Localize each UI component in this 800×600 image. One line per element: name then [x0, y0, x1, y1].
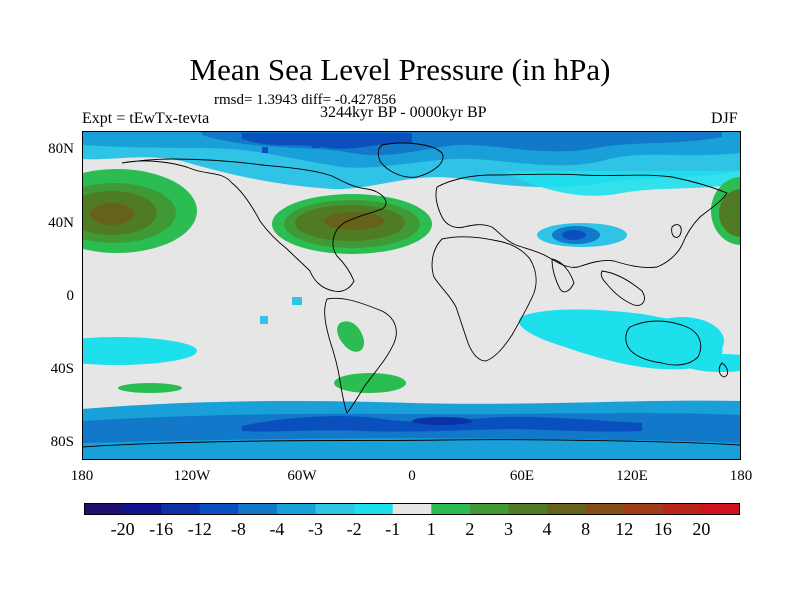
- coast-australia: [625, 320, 702, 366]
- coast-greenland: [377, 142, 444, 178]
- colorbar-bin-16: [701, 503, 740, 515]
- colorbar-label-12: 8: [581, 519, 591, 539]
- south-pacific-high: [118, 383, 182, 393]
- colorbar-bin-9: [431, 503, 471, 515]
- colorbar-bin-8: [392, 503, 432, 515]
- rmsd-diff-stats: rmsd= 1.3943 diff= -0.427856: [214, 92, 397, 108]
- map-frame: [82, 131, 741, 460]
- colorbar-bin-13: [585, 503, 625, 515]
- north-atlantic-high-peak: [324, 212, 384, 230]
- period-label: 3244kyr BP - 0000kyr BP: [320, 104, 487, 121]
- tropical-patch-2: [260, 316, 268, 324]
- lat-label-40n: 40N: [48, 215, 74, 231]
- arctic-spot-1: [262, 147, 268, 153]
- lat-label-40s: 40S: [50, 361, 74, 377]
- tasman-anomaly: [640, 317, 724, 365]
- colorbar-bin-4: [238, 503, 278, 515]
- south-atlantic-high-1: [337, 321, 365, 352]
- map-title: Mean Sea Level Pressure (in hPa): [189, 52, 611, 87]
- colorbar-bin-14: [624, 503, 664, 515]
- colorbar-label-5: -3: [308, 519, 324, 539]
- arctic-spot-2: [312, 143, 320, 148]
- tropical-patch-1: [292, 297, 302, 305]
- colorbar-bin-0: [84, 503, 124, 515]
- colorbar-bin-15: [662, 503, 702, 515]
- coast-new-zealand: [718, 362, 729, 378]
- coast-southeast-asia: [600, 270, 645, 306]
- colorbar-bin-2: [161, 503, 201, 515]
- tibet-low-core: [562, 230, 586, 240]
- colorbar: [84, 503, 740, 515]
- coastlines: [82, 142, 741, 448]
- experiment-label: Expt = tEwTx-tevta: [82, 110, 210, 127]
- colorbar-bin-10: [469, 503, 509, 515]
- colorbar-label-0: -20: [110, 519, 135, 539]
- north-pacific-high-peak: [90, 203, 134, 225]
- coast-south-america: [324, 297, 397, 414]
- colorbar-label-1: -16: [149, 519, 174, 539]
- southern-ocean-core: [412, 417, 472, 425]
- coast-japan: [671, 224, 682, 238]
- colorbar-label-3: -8: [230, 519, 246, 539]
- colorbar-label-7: -1: [385, 519, 401, 539]
- lon-label-180w: 180: [70, 468, 94, 484]
- lat-label-80s: 80S: [50, 434, 74, 450]
- lon-label-60e: 60E: [509, 468, 535, 484]
- antarctic-anomaly: [82, 438, 741, 460]
- south-pacific-anomaly-1: [82, 337, 197, 365]
- north-pacific-high-wrap-core: [719, 189, 741, 237]
- colorbar-label-14: 16: [653, 519, 672, 539]
- colorbar-label-8: 1: [426, 519, 436, 539]
- lon-label-120e: 120E: [616, 468, 648, 484]
- season-label: DJF: [711, 110, 738, 127]
- colorbar-label-13: 12: [615, 519, 634, 539]
- coast-india: [551, 258, 575, 293]
- lat-label-0: 0: [66, 288, 75, 304]
- lon-label-120w: 120W: [173, 468, 211, 484]
- south-atlantic-high-2: [334, 373, 406, 393]
- colorbar-bin-6: [315, 503, 355, 515]
- colorbar-bin-5: [276, 503, 317, 515]
- colorbar-label-6: -2: [346, 519, 362, 539]
- colorbar-label-15: 20: [692, 519, 711, 539]
- colorbar-label-4: -4: [269, 519, 285, 539]
- colorbar-label-2: -12: [187, 519, 212, 539]
- northern-rim-anomaly: [502, 171, 741, 196]
- colorbar-label-10: 3: [503, 519, 513, 539]
- lon-label-60w: 60W: [287, 468, 317, 484]
- colorbar-bin-7: [354, 503, 394, 515]
- colorbar-bin-12: [547, 503, 587, 515]
- coast-eurasia: [435, 173, 728, 268]
- lon-label-0: 0: [408, 468, 416, 484]
- lat-label-80n: 80N: [48, 141, 74, 157]
- lon-label-180e: 180: [729, 468, 753, 484]
- arctic-anomaly-deepest: [242, 133, 412, 149]
- colorbar-bin-11: [508, 503, 548, 515]
- colorbar-bin-1: [122, 503, 162, 515]
- colorbar-bin-3: [199, 503, 239, 515]
- coast-north-america: [121, 158, 387, 292]
- colorbar-label-11: 4: [542, 519, 552, 539]
- pressure-anomaly-map: [82, 131, 741, 460]
- colorbar-label-9: 2: [465, 519, 475, 539]
- coast-africa: [431, 236, 537, 362]
- coast-antarctica: [82, 439, 741, 448]
